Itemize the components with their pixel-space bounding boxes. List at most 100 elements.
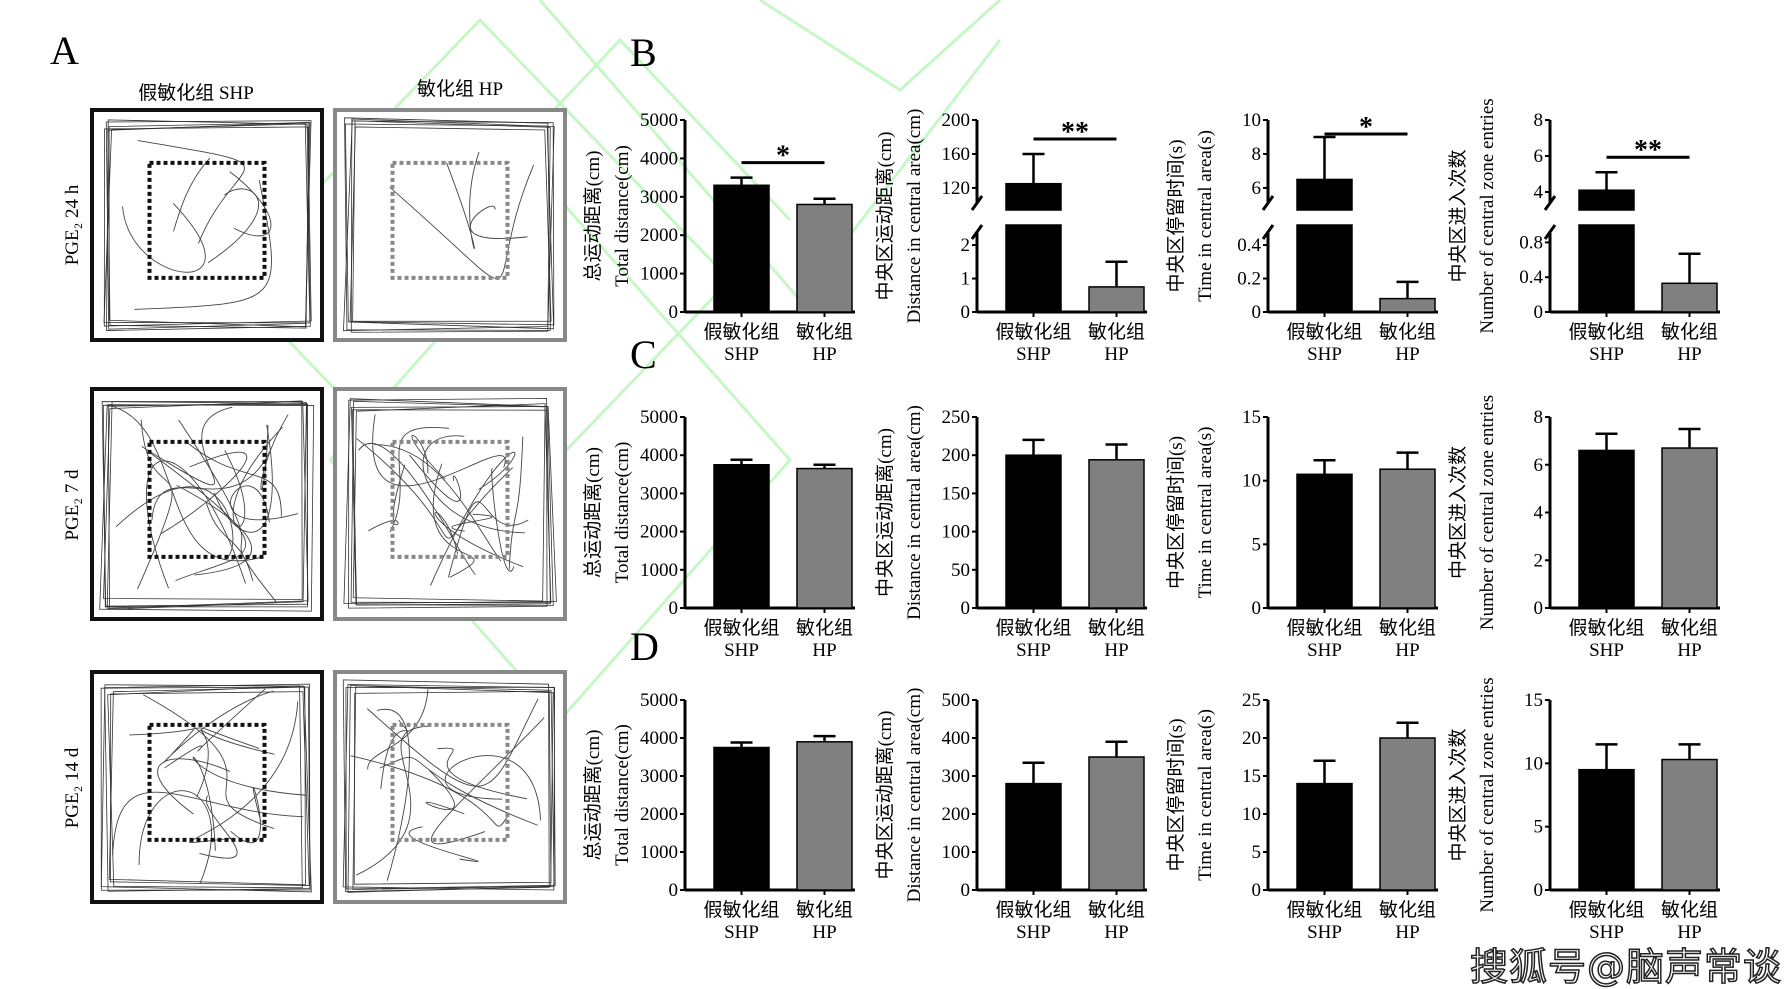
- central-zone: [147, 439, 267, 559]
- y-tick-label: 3000: [640, 483, 678, 504]
- x-tick-label-en: HP: [1104, 922, 1128, 943]
- x-tick-label-en: SHP: [1589, 640, 1624, 661]
- y-tick-label: 4000: [640, 445, 678, 466]
- bar-shp-lower: [1296, 224, 1353, 313]
- y-tick-label: 5: [1534, 817, 1544, 838]
- y-axis-title-cn: 中央区进入次数: [1447, 728, 1469, 861]
- y-tick-label: 0: [669, 880, 679, 901]
- y-tick-label: 200: [942, 804, 971, 825]
- panel-label-d: D: [630, 624, 659, 669]
- chart-d2: 0 100 200 300 400 500 中央区运动距离(cm) Distance in c…: [874, 688, 1147, 943]
- chart-b3: 0 0.2 0.4 6 8 10 中央区停留时间(s) Time in central are…: [1165, 110, 1438, 365]
- x-tick-label-en: SHP: [724, 640, 759, 661]
- watermark-text: 搜狐号@脑声常谈: [1469, 945, 1783, 989]
- y-tick-label: 5000: [640, 407, 678, 428]
- x-tick-label-en: SHP: [1016, 922, 1051, 943]
- significance-marker: *: [1359, 112, 1373, 143]
- x-tick-label-cn: 假敏化组: [995, 617, 1071, 639]
- y-tick-label: 5: [1252, 842, 1262, 863]
- bar-shp-upper: [1005, 182, 1062, 211]
- x-tick-label-en: SHP: [724, 344, 759, 365]
- y-tick-label: 150: [942, 483, 971, 504]
- chart-b4: 0 0.4 0.8 4 6 8 中央区进入次数 Number of central zone …: [1447, 98, 1720, 365]
- y-tick-label: 0.8: [1519, 232, 1543, 253]
- y-axis-title-en: Time in central area(s): [1195, 709, 1216, 881]
- y-tick-label: 15: [1242, 766, 1261, 787]
- bar-shp: [1005, 782, 1062, 891]
- y-tick-label: 1: [961, 269, 971, 290]
- y-axis-title-cn: 中央区运动距离(cm): [874, 711, 896, 880]
- y-axis-title-en: Total distance(cm): [612, 145, 633, 287]
- y-axis-title-en: Total distance(cm): [612, 724, 633, 866]
- y-axis-title-en: Distance in central area(cm): [904, 688, 925, 903]
- chart-c4: 0 2 4 6 8 中央区进入次数 Number of central zone entri…: [1447, 395, 1720, 661]
- y-tick-label: 10: [1242, 110, 1261, 131]
- row-label-24h: PGE₂ 24 h: [62, 184, 83, 265]
- bar-hp: [1661, 282, 1718, 313]
- chart-c3: 0 5 10 15 中央区停留时间(s) Time in central area(s) 假…: [1165, 407, 1438, 661]
- y-axis-title-cn: 中央区进入次数: [1447, 446, 1469, 579]
- y-tick-label: 0: [669, 302, 679, 323]
- y-tick-label: 6: [1534, 455, 1544, 476]
- chart-d3: 0 5 10 15 20 25 中央区停留时间(s) Time in central area…: [1165, 690, 1438, 943]
- y-axis-title-en: Number of central zone entries: [1477, 677, 1498, 912]
- bar-shp: [713, 746, 770, 891]
- chart-c2: 0 50 100 150 200 250 中央区运动距离(cm) Distance in ce…: [874, 405, 1147, 661]
- y-axis-title-cn: 中央区停留时间(s): [1165, 139, 1187, 292]
- x-tick-label-cn: 敏化组: [1379, 899, 1436, 921]
- bar-shp-upper: [1296, 178, 1353, 211]
- y-tick-label: 1000: [640, 560, 678, 581]
- axis-break-mark: [970, 224, 984, 240]
- x-tick-label-cn: 假敏化组: [1568, 899, 1644, 921]
- y-tick-label: 2000: [640, 804, 678, 825]
- x-tick-label-cn: 敏化组: [1661, 321, 1718, 343]
- x-tick-label-en: SHP: [1307, 922, 1342, 943]
- y-tick-label: 2: [961, 235, 971, 256]
- y-tick-label: 0: [1534, 598, 1544, 619]
- y-axis-title-cn: 中央区停留时间(s): [1165, 718, 1187, 871]
- y-tick-label: 4000: [640, 148, 678, 169]
- trajectory-panels: [90, 108, 567, 904]
- x-tick-label-cn: 假敏化组: [995, 899, 1071, 921]
- y-tick-label: 0: [1252, 880, 1262, 901]
- x-tick-label-cn: 敏化组: [1661, 617, 1718, 639]
- x-tick-label-cn: 假敏化组: [703, 899, 779, 921]
- row-label-14d: PGE₂ 14 d: [62, 747, 83, 828]
- y-tick-label: 5: [1252, 534, 1262, 555]
- panel-label-b: B: [630, 30, 657, 75]
- central-zone: [147, 160, 267, 280]
- x-tick-label-cn: 假敏化组: [703, 617, 779, 639]
- y-tick-label: 2: [1534, 550, 1544, 571]
- y-tick-label: 1000: [640, 842, 678, 863]
- y-tick-label: 1000: [640, 264, 678, 285]
- x-tick-label-cn: 敏化组: [1088, 321, 1145, 343]
- y-tick-label: 2000: [640, 522, 678, 543]
- y-tick-label: 120: [942, 178, 971, 199]
- y-tick-label: 0: [1534, 302, 1544, 323]
- x-tick-label-cn: 敏化组: [1379, 617, 1436, 639]
- y-tick-label: 500: [942, 690, 971, 711]
- y-tick-label: 0: [1534, 880, 1544, 901]
- y-axis-title-cn: 中央区运动距离(cm): [874, 132, 896, 301]
- y-tick-label: 4000: [640, 728, 678, 749]
- x-tick-label-en: HP: [1677, 922, 1701, 943]
- bar-hp: [1379, 737, 1436, 891]
- axis-break-mark: [1261, 195, 1275, 211]
- trajectory-box-shp-row2: [90, 387, 324, 621]
- x-tick-label-en: SHP: [1016, 640, 1051, 661]
- y-axis-title-cn: 总运动距离(cm): [582, 447, 604, 578]
- x-tick-label-cn: 假敏化组: [1568, 617, 1644, 639]
- trajectory-box-shp-row1: [90, 108, 324, 342]
- y-tick-label: 0.4: [1519, 267, 1543, 288]
- bar-shp: [713, 464, 770, 609]
- y-tick-label: 25: [1242, 690, 1261, 711]
- y-tick-label: 8: [1252, 144, 1262, 165]
- y-tick-label: 0.2: [1237, 269, 1261, 290]
- y-tick-label: 15: [1524, 690, 1543, 711]
- x-tick-label-en: SHP: [1589, 344, 1624, 365]
- x-tick-label-cn: 假敏化组: [1286, 617, 1362, 639]
- y-tick-label: 6: [1534, 146, 1544, 167]
